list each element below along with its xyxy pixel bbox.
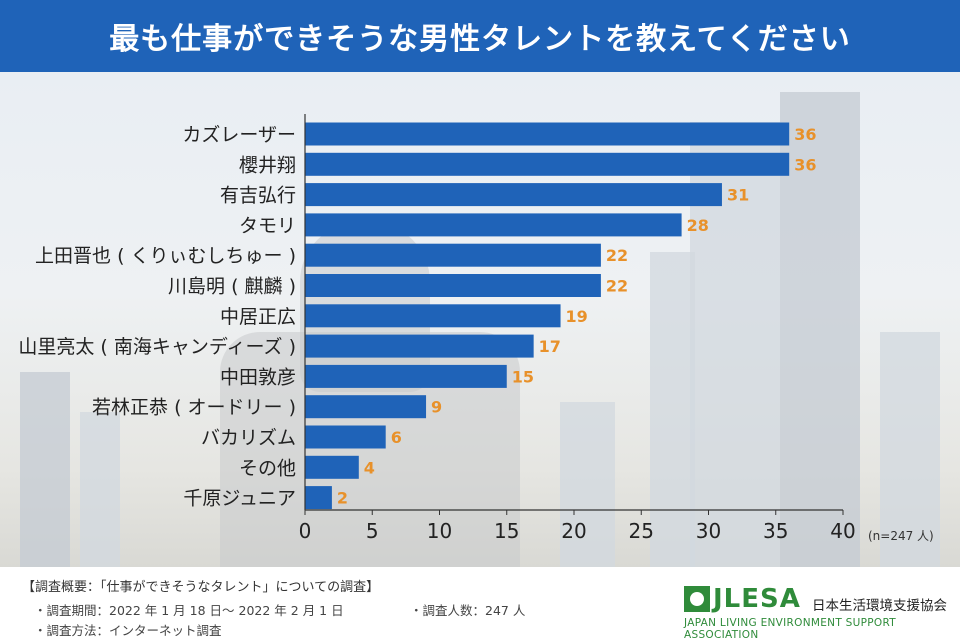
bar-10: [305, 425, 386, 449]
category-label-0: カズレーザー: [182, 124, 296, 146]
sample-size-note: (n=247 人): [868, 529, 934, 543]
category-label-5: 川島明 ( 麒麟 ): [168, 276, 296, 298]
chart-title: 最も仕事ができそうな男性タレントを教えてください: [109, 22, 851, 57]
bar-8: [305, 364, 507, 388]
value-label-10: 6: [391, 428, 402, 447]
category-label-9: 若林正恭 ( オードリー ): [92, 397, 296, 419]
bar-11: [305, 455, 359, 479]
bar-4: [305, 243, 601, 267]
bar-2: [305, 183, 722, 207]
x-tick-label-7: 35: [763, 519, 788, 543]
x-tick-label-5: 25: [629, 519, 654, 543]
bar-3: [305, 213, 682, 237]
bar-1: [305, 152, 790, 176]
value-label-12: 2: [337, 489, 348, 508]
footer: 【調査概要：「仕事ができそうなタレント」についての調査】 ・調査期間：2022 …: [0, 567, 960, 643]
bar-9: [305, 395, 427, 419]
logo-org-english: JAPAN LIVING ENVIRONMENT SUPPORT ASSOCIA…: [684, 617, 896, 641]
value-label-3: 28: [687, 216, 709, 235]
x-tick-label-8: 40: [830, 519, 855, 543]
survey-period: ・調査期間：2022 年 1 月 18 日～ 2022 年 2 月 1 日: [34, 603, 344, 618]
value-label-9: 9: [431, 398, 442, 417]
category-label-6: 中居正広: [220, 306, 296, 328]
x-tick-label-1: 5: [366, 519, 379, 543]
value-label-0: 36: [794, 125, 816, 144]
x-tick-label-2: 10: [427, 519, 452, 543]
category-label-1: 櫻井翔: [239, 154, 296, 176]
category-label-2: 有吉弘行: [220, 185, 296, 207]
x-tick-label-0: 0: [299, 519, 312, 543]
x-tick-label-4: 20: [561, 519, 586, 543]
value-label-1: 36: [794, 155, 816, 174]
x-tick-label-3: 15: [494, 519, 519, 543]
value-label-6: 19: [566, 307, 588, 326]
category-label-11: その他: [239, 457, 296, 479]
category-label-10: バカリズム: [201, 427, 296, 449]
logo-text: JLESA: [713, 584, 801, 614]
category-label-12: 千原ジュニア: [183, 488, 296, 510]
logo-org-name: 日本生活環境支援協会: [812, 598, 947, 614]
category-label-8: 中田敦彦: [220, 366, 296, 388]
bar-5: [305, 274, 601, 297]
value-label-2: 31: [727, 186, 749, 205]
jlesa-logo: JLESA: [684, 584, 801, 614]
value-label-4: 22: [606, 246, 628, 265]
category-label-4: 上田晋也 ( くりぃむしちゅー ): [35, 245, 296, 267]
survey-title: 【調査概要：「仕事ができそうなタレント」についての調査】: [22, 580, 380, 595]
title-banner: 最も仕事ができそうな男性タレントを教えてください: [0, 0, 960, 72]
value-label-11: 4: [364, 458, 375, 477]
bar-7: [305, 334, 534, 358]
value-label-7: 17: [539, 337, 561, 356]
value-label-5: 22: [606, 277, 628, 296]
value-label-8: 15: [512, 367, 534, 386]
x-tick-label-6: 30: [696, 519, 721, 543]
category-label-7: 山里亮太 ( 南海キャンディーズ ): [18, 336, 296, 358]
bar-0: [305, 122, 790, 146]
bar-chart: カズレーザー 36 櫻井翔 36 有吉弘行 31 タモリ 28 上田晋也 ( くりぃむしちゅー …: [18, 114, 934, 543]
bar-6: [305, 304, 561, 328]
logo-mark-icon: [684, 586, 710, 612]
survey-respondents: ・調査人数：247 人: [410, 603, 526, 618]
category-label-3: タモリ: [239, 215, 296, 237]
survey-method: ・調査方法：インターネット調査: [34, 623, 222, 638]
bar-12: [305, 486, 332, 510]
